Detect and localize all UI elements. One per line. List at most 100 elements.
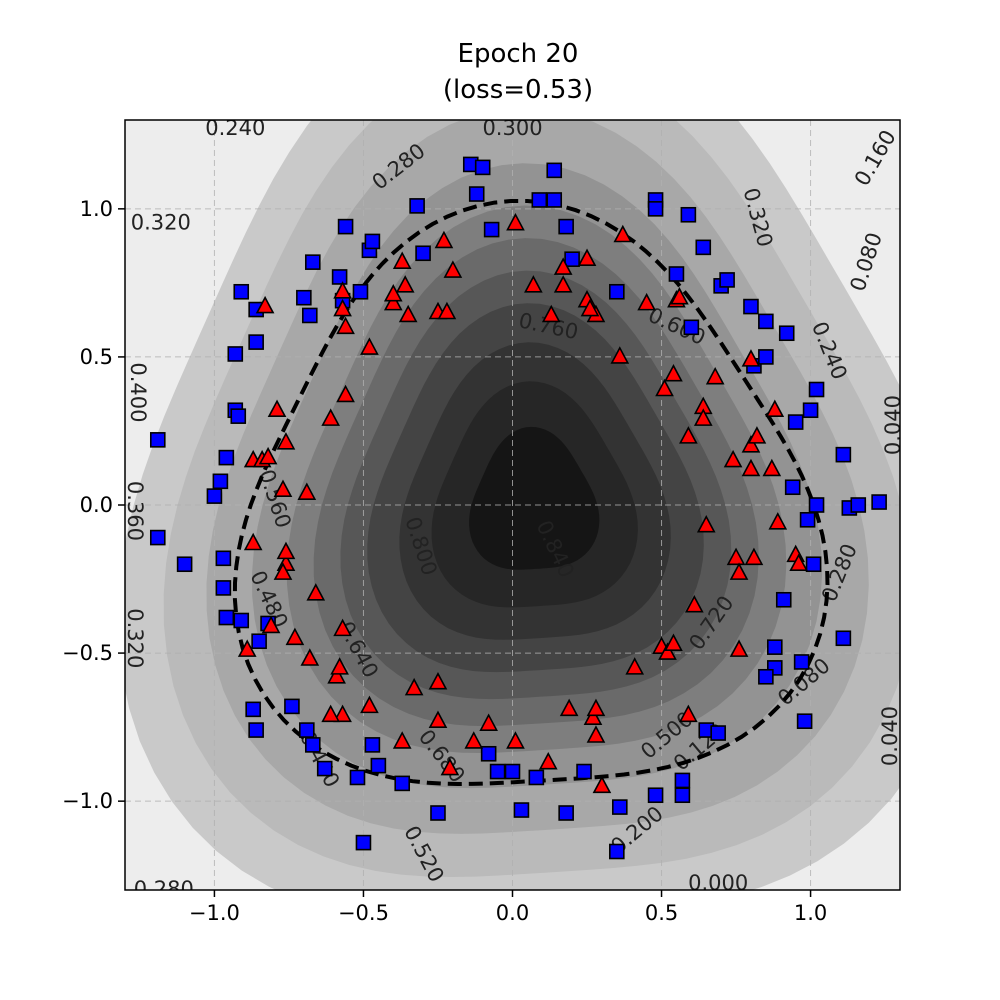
square-point [215,580,232,596]
square-point [758,349,774,365]
square-point [775,591,792,608]
square-point [668,266,685,282]
triangle-point [655,378,674,397]
square-point [850,497,867,513]
x-tick-label: −1.0 [189,901,240,925]
square-point [674,772,691,789]
contour-label: 0.320 [123,608,147,668]
triangle-point [336,316,355,335]
square-point [370,757,387,774]
square-point [284,698,300,715]
square-point [710,725,726,741]
square-point [415,245,431,262]
square-point [251,633,267,650]
square-point [504,763,521,780]
contour-label: 0.240 [205,116,265,140]
triangle-point [398,304,418,323]
square-point [784,479,801,496]
square-point [743,298,759,315]
square-point [227,346,244,362]
square-point [871,494,887,510]
triangle-point [321,704,341,723]
triangle-point [428,671,448,690]
triangle-point [404,677,424,696]
contour-label: 0.400 [126,362,150,422]
square-point [787,414,804,430]
triangle-point [577,248,597,266]
square-point [796,713,813,729]
y-tick-label: −0.5 [62,641,113,665]
triangle-point [538,751,558,770]
triangle-point [747,426,767,444]
triangle-point [541,304,561,323]
square-point [409,198,425,214]
square-point [612,799,628,815]
triangle-point [360,695,379,714]
square-point [394,775,411,792]
x-tick-label: 0.0 [496,901,529,925]
triangle-point [261,615,281,634]
triangle-point [437,301,457,320]
triangle-point [336,384,355,403]
triangle-point [684,594,704,613]
triangle-point [333,618,352,637]
triangle-point [705,366,725,385]
square-point [206,488,223,504]
square-point [558,218,574,235]
triangle-point [395,275,415,293]
triangle-point [434,230,454,249]
square-point [337,218,354,235]
square-point [364,737,381,753]
square-point [835,630,852,647]
triangle-point [625,657,645,675]
square-point [835,446,852,463]
square-point [674,787,691,804]
square-point [364,233,381,250]
triangle-point [327,666,346,684]
triangle-point [464,731,484,749]
contour-band [469,426,600,570]
square-point [647,201,664,217]
triangle-point [765,399,785,418]
triangle-point [741,349,761,367]
triangle-point [285,627,305,646]
square-point [546,162,563,179]
contour-label: 0.040 [881,395,905,455]
triangle-point [664,363,683,382]
x-tick-label: −0.5 [338,901,389,925]
square-point [302,307,318,324]
decision-boundary-line [232,199,830,787]
triangle-point [583,707,603,726]
square-point [233,612,250,629]
square-point [212,473,229,490]
y-tick-label: 1.0 [80,197,113,221]
triangle-point [333,704,352,723]
square-point [355,834,372,851]
square-point [513,802,530,818]
y-tick-label: 0.5 [80,345,113,369]
square-point [352,283,369,300]
triangle-point [768,512,788,530]
triangle-point [696,515,716,533]
triangle-point [637,292,656,311]
square-point [558,805,574,821]
square-point [299,722,315,738]
triangle-point [258,446,278,465]
triangle-point [741,435,761,453]
square-point [758,313,774,330]
square-point [474,159,491,176]
square-point [304,254,321,270]
square-point [245,701,261,718]
triangle-point [723,449,743,468]
triangle-point [744,547,764,566]
triangle-point [610,346,630,364]
square-point [546,192,563,208]
square-point [296,289,312,306]
triangle-point [306,583,326,601]
contour-label: 0.320 [131,211,191,235]
contour-label: 0.280 [134,877,194,901]
triangle-point [479,713,498,731]
contour-label: 0.360 [123,481,147,541]
triangle-point [383,284,403,302]
square-point [480,745,497,762]
